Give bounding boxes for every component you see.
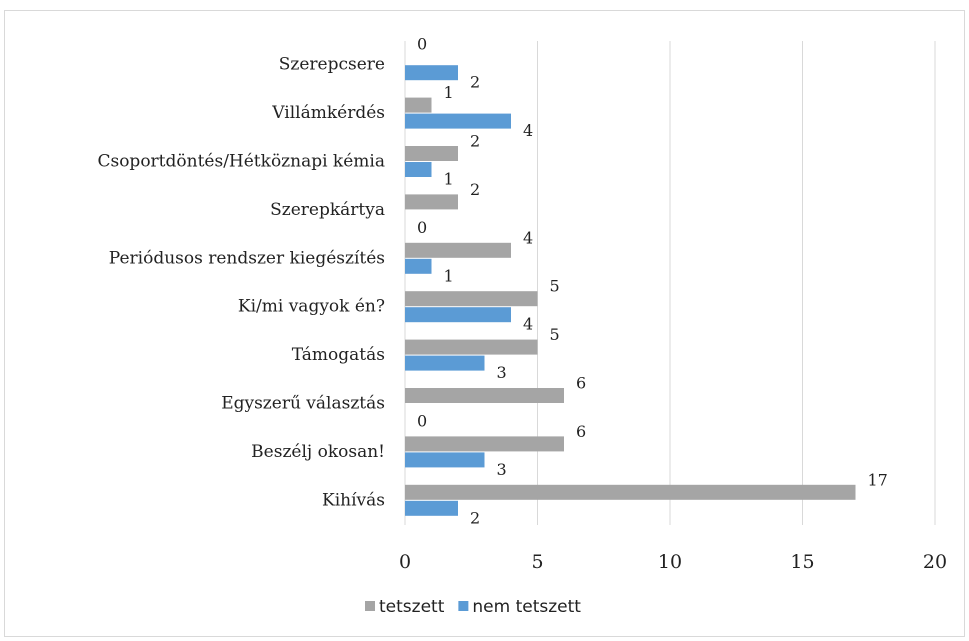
legend-swatch [458, 601, 469, 611]
bar [405, 113, 511, 129]
x-tick-label: 20 [923, 551, 947, 573]
value-label: 6 [576, 422, 586, 441]
bar [405, 355, 485, 371]
value-label: 0 [417, 35, 427, 54]
bar [405, 162, 432, 177]
bar [405, 436, 564, 452]
x-tick-label: 10 [658, 551, 682, 573]
x-tick-label: 15 [790, 551, 814, 573]
bar [405, 65, 458, 81]
y-tick-label: Támogatás [292, 345, 385, 365]
y-tick-label: Ki/mi vagyok én? [238, 297, 385, 317]
value-label: 2 [470, 508, 480, 527]
bar [405, 452, 485, 468]
value-label: 1 [444, 170, 454, 189]
value-label: 0 [417, 412, 427, 431]
value-label: 4 [523, 228, 533, 247]
y-tick-label: Csoportdöntés/Hétköznapi kémia [97, 152, 385, 172]
y-tick-label: Szerepcsere [279, 55, 385, 75]
value-label: 2 [470, 132, 480, 151]
x-tick-label: 5 [531, 551, 543, 573]
bar [405, 97, 432, 113]
bar [405, 146, 458, 161]
x-tick-label: 0 [399, 551, 411, 573]
bar [405, 258, 432, 274]
y-tick-label: Kihívás [322, 490, 385, 510]
y-tick-label: Egyszerű választás [221, 394, 385, 414]
y-tick-label: Periódusos rendszer kiegészítés [109, 248, 385, 268]
value-label: 0 [417, 218, 427, 237]
value-label: 2 [470, 180, 480, 199]
value-label: 5 [550, 277, 560, 296]
bar [405, 307, 511, 323]
bar [405, 339, 538, 355]
value-label: 5 [550, 325, 560, 344]
value-label: 1 [444, 83, 454, 102]
y-tick-label: Szerepkártya [270, 200, 385, 220]
chart-border [4, 10, 965, 637]
y-tick-label: Beszélj okosan! [251, 442, 385, 462]
bar [405, 500, 458, 516]
bar [405, 291, 538, 307]
legend-swatch [365, 601, 375, 611]
bar [405, 484, 856, 500]
value-label: 4 [523, 121, 533, 140]
bar [405, 242, 511, 258]
legend-label: tetszett [379, 597, 445, 617]
value-label: 3 [497, 363, 507, 382]
bar [405, 388, 564, 403]
value-label: 6 [576, 374, 586, 393]
value-label: 17 [868, 470, 888, 489]
value-label: 2 [470, 73, 480, 92]
y-tick-label: Villámkérdés [271, 103, 385, 123]
legend-label: nem tetszett [472, 597, 581, 617]
value-label: 1 [444, 266, 454, 285]
value-label: 3 [497, 460, 507, 479]
bar [405, 194, 458, 210]
value-label: 4 [523, 315, 533, 334]
